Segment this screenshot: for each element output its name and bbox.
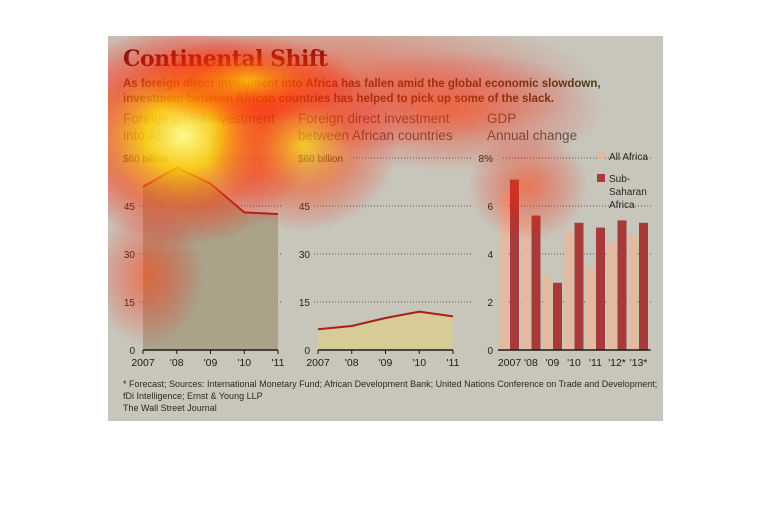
chart2-ytick-label: 15 (299, 298, 311, 309)
legend-label: All Africa (609, 152, 648, 163)
chart3-xtick-label: '08 (524, 357, 538, 369)
chart3-ytick-label: 4 (487, 250, 493, 261)
chart3-bar-all-africa (500, 194, 509, 350)
chart1-xtick-label: '11 (272, 357, 285, 369)
chart1-ytick-label: 0 (129, 346, 135, 357)
chart3-title-line2: Annual change (487, 128, 578, 143)
chart3-xtick-label: '11 (589, 357, 602, 369)
chart3-bar-all-africa (629, 234, 638, 350)
page-subtitle: As foreign direct investment into Africa… (123, 78, 601, 105)
chart1-ytick-label: 45 (124, 202, 136, 213)
chart2-xtick-label: '09 (379, 357, 393, 369)
chart2-ytick-label: 30 (299, 250, 311, 261)
chart2-ytick-label: $60 billion (298, 154, 343, 165)
footnote-line2: fDi Intelligence; Ernst & Young LLP (123, 391, 263, 401)
page-title: Continental Shift (123, 46, 328, 72)
chart1-xtick-label: '08 (170, 357, 184, 369)
legend-label: Saharan (609, 187, 647, 198)
legend-label: Africa (609, 200, 635, 211)
chart3-xtick-label: 2007 (498, 357, 522, 369)
chart1-ytick-label: 15 (124, 298, 136, 309)
chart2-xtick-label: 2007 (306, 357, 330, 369)
chart3-ytick-label: 6 (487, 202, 493, 213)
chart3-bar-all-africa (607, 242, 617, 350)
chart3-xtick-label: '09 (546, 357, 560, 369)
chart1-ytick-label: $60 billion (123, 154, 168, 165)
chart2-xtick-label: '11 (447, 357, 460, 369)
source-credit: The Wall Street Journal (123, 403, 217, 413)
chart1-title-line2: into Africa (123, 128, 183, 143)
chart3-bar-all-africa (521, 218, 531, 350)
chart1-title-line1: Foreign direct investment (123, 111, 275, 126)
legend-swatch-all-africa (597, 152, 605, 160)
chart1-xtick-label: '09 (204, 357, 218, 369)
chart3-ytick-label: 2 (487, 298, 493, 309)
chart1-xtick-label: 2007 (131, 357, 155, 369)
chart2-xtick-label: '10 (412, 357, 426, 369)
chart2-title-line2: between African countries (298, 128, 453, 143)
chart3-ytick-label: 0 (487, 346, 493, 357)
chart3-bar-sub-saharan (531, 215, 541, 350)
chart3-bar-all-africa (564, 230, 574, 350)
chart2-area-fill (318, 311, 453, 350)
chart3-bar-sub-saharan (553, 282, 562, 350)
chart2-xtick-label: '08 (345, 357, 359, 369)
chart2-title-line1: Foreign direct investment (298, 111, 450, 126)
chart3-bar-all-africa (586, 268, 595, 350)
chart1-ytick-label: 30 (124, 250, 136, 261)
chart1-xtick-label: '10 (237, 357, 251, 369)
chart3-bar-sub-saharan (510, 179, 519, 350)
chart2-ytick-label: 0 (304, 346, 310, 357)
chart3-bar-all-africa (543, 275, 552, 350)
chart3-xtick-label: '12* (608, 357, 626, 369)
legend-label: Sub- (609, 174, 630, 185)
chart3-ytick-label: 8% (479, 154, 494, 165)
chart3-bar-sub-saharan (617, 220, 627, 350)
chart3-bar-sub-saharan (574, 222, 584, 350)
footnote-line1: * Forecast; Sources: International Monet… (123, 379, 658, 389)
chart2-ytick-label: 45 (299, 202, 311, 213)
chart3-bar-sub-saharan (639, 222, 648, 350)
chart3-bar-sub-saharan (596, 227, 605, 350)
infographic-panel: 0 15 30 45 $60 billion 2007'08'09'10'11 0 15 30 4… (108, 36, 663, 421)
chart3-xtick-label: '10 (567, 357, 581, 369)
chart2-series-line (317, 310, 454, 331)
chart1-area-fill (143, 167, 278, 350)
chart3-xtick-label: '13* (630, 357, 648, 369)
chart3-title-line1: GDP (487, 111, 517, 126)
legend-swatch-sub-saharan (597, 174, 605, 182)
